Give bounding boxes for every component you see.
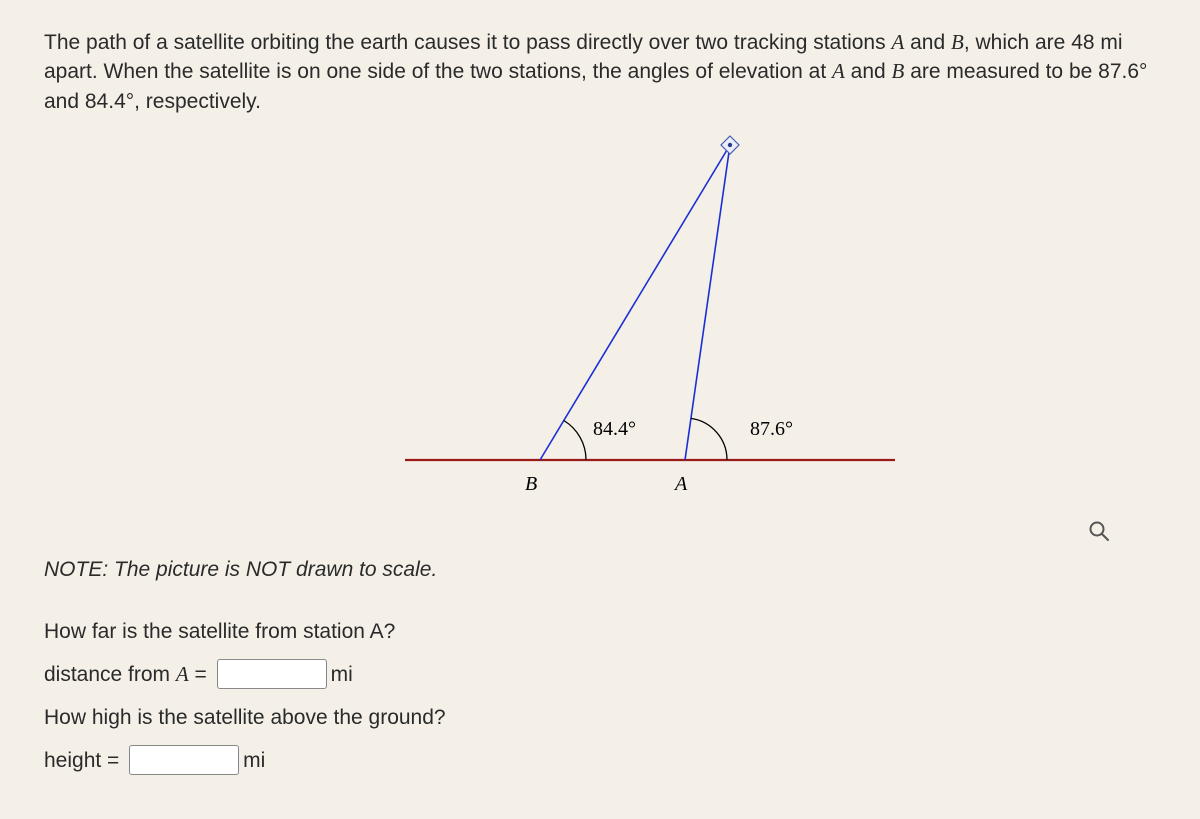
geometry-diagram: 84.4° 87.6° B A	[395, 130, 955, 500]
angle-label-A: 87.6°	[750, 418, 793, 440]
distance-from-A-input[interactable]	[217, 659, 327, 689]
questions: How far is the satellite from station A?…	[44, 610, 446, 782]
ray-A-satellite	[685, 145, 730, 460]
problem-text: The path of a satellite orbiting the ear…	[44, 31, 1147, 113]
q1-label-pre: distance from	[44, 663, 176, 686]
q2-unit: mi	[243, 749, 265, 772]
zoom-icon[interactable]	[1088, 520, 1110, 542]
point-label-A: A	[673, 473, 688, 495]
q1-label-var: A	[176, 662, 189, 686]
question-2: How high is the satellite above the grou…	[44, 696, 446, 739]
problem-statement: The path of a satellite orbiting the ear…	[44, 28, 1154, 116]
q2-label: height =	[44, 749, 125, 772]
ray-B-satellite	[540, 145, 730, 460]
answer-row-2: height = mi	[44, 739, 446, 782]
q1-unit: mi	[331, 663, 353, 686]
question-1: How far is the satellite from station A?	[44, 610, 446, 653]
height-input[interactable]	[129, 745, 239, 775]
answer-row-1: distance from A = mi	[44, 653, 446, 696]
angle-label-B: 84.4°	[593, 418, 636, 440]
angle-arc-B	[564, 421, 586, 461]
angle-arc-A	[691, 418, 727, 460]
q1-label-post: =	[189, 663, 213, 686]
satellite-marker	[721, 136, 739, 154]
point-label-B: B	[525, 473, 537, 495]
scale-note: NOTE: The picture is NOT drawn to scale.	[44, 558, 437, 582]
